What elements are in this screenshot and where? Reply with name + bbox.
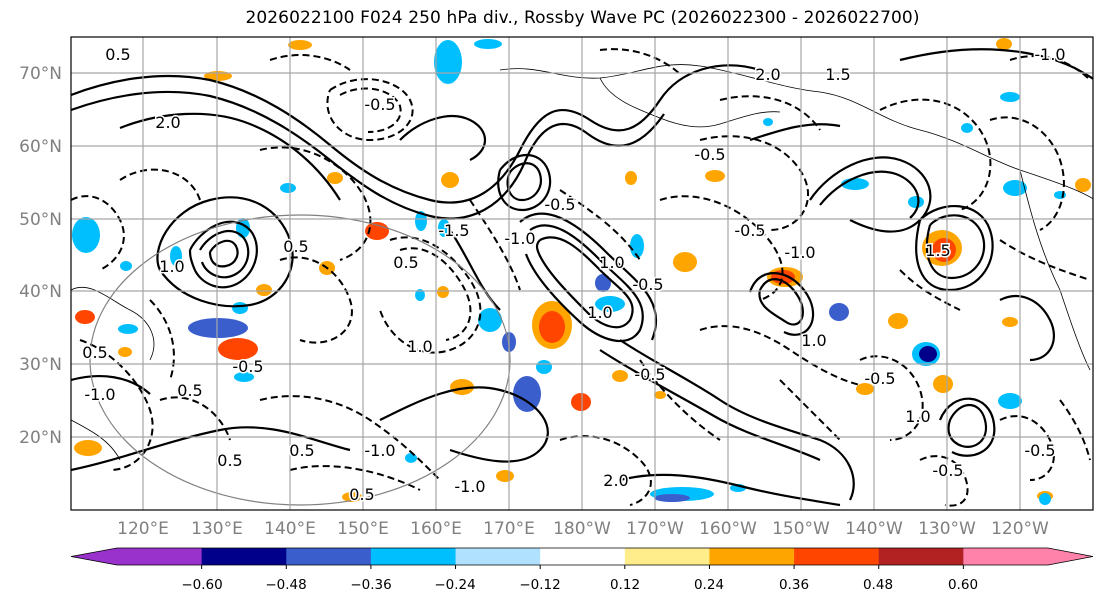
lat-label: 30°N <box>19 355 62 375</box>
contour-label: 0.5 <box>105 45 130 64</box>
divergence-shading-negative <box>72 39 1066 505</box>
contour-label: -1.0 <box>84 385 115 404</box>
contour-label: 1.5 <box>925 241 950 260</box>
lon-label: 170°E <box>483 519 535 539</box>
lon-label: 170°W <box>626 519 684 539</box>
contour-label: -0.5 <box>694 145 725 164</box>
lon-label: 120°W <box>991 519 1049 539</box>
longitude-axis: 120°E 130°E 140°E 150°E 160°E 170°E 180°… <box>117 519 1049 539</box>
reference-circle <box>89 214 511 506</box>
lat-label: 50°N <box>19 210 62 230</box>
lon-label: 160°W <box>699 519 757 539</box>
colorbar-cell <box>286 548 372 565</box>
map-title: 2026022100 F024 250 hPa div., Rossby Wav… <box>245 8 920 28</box>
contour-label: 0.5 <box>217 451 242 470</box>
contour-label: -1.0 <box>784 243 815 262</box>
contour-label: 1.0 <box>407 337 432 356</box>
gridlines <box>71 37 1093 510</box>
contour-label: -1.0 <box>364 441 395 460</box>
colorbar-tick-label: 0.36 <box>779 577 809 593</box>
contour-label: -0.5 <box>544 195 575 214</box>
colorbar-tick-label: 0.48 <box>863 577 893 593</box>
contour-label: -0.5 <box>634 365 665 384</box>
lon-label: 130°W <box>918 519 976 539</box>
contours-solid <box>71 48 1093 507</box>
colorbar-cell <box>370 548 457 565</box>
colorbar-cell <box>455 548 541 565</box>
contour-label: -0.5 <box>864 369 895 388</box>
colorbar-cell <box>963 548 1049 565</box>
contour-label: 0.5 <box>289 441 314 460</box>
lon-label: 130°E <box>191 519 243 539</box>
colorbar-tick-label: 0.60 <box>948 577 978 593</box>
contour-label: -0.5 <box>632 275 663 294</box>
colorbar-tick-label: −0.36 <box>350 577 391 593</box>
colorbar-tick-label: 0.12 <box>610 577 640 593</box>
colorbar-tick-label: −0.60 <box>181 577 222 593</box>
colorbar-cells <box>70 547 1094 569</box>
contour-label: 0.5 <box>349 485 374 504</box>
colorbar-cell <box>794 548 880 565</box>
contour-label: 1.0 <box>801 331 826 350</box>
lat-label: 70°N <box>19 64 62 84</box>
lat-label: 40°N <box>19 282 62 302</box>
colorbar-cell <box>624 548 710 565</box>
contour-label: -1.0 <box>1034 45 1065 64</box>
colorbar-cell <box>201 548 287 565</box>
contour-label: -0.5 <box>232 357 263 376</box>
lon-label: 180°W <box>553 519 611 539</box>
contour-label: 1.0 <box>599 253 624 272</box>
lon-label: 160°E <box>410 519 462 539</box>
lon-label: 120°E <box>117 519 169 539</box>
latitude-axis: 70°N 60°N 50°N 40°N 30°N 20°N <box>19 64 62 448</box>
contour-label: -0.5 <box>734 221 765 240</box>
lat-label: 60°N <box>19 137 62 157</box>
colorbar-cell <box>540 548 626 565</box>
contour-label: 1.0 <box>905 407 930 426</box>
colorbar-tick-label: −0.24 <box>434 577 475 593</box>
colorbar-cell <box>709 548 795 565</box>
colorbar-outline <box>70 547 1094 566</box>
lon-label: 150°E <box>337 519 389 539</box>
contour-label: 0.5 <box>177 381 202 400</box>
colorbar-tick-label: −0.12 <box>519 577 560 593</box>
contour-label: -0.5 <box>364 95 395 114</box>
contour-label: -0.5 <box>932 461 963 480</box>
contours-dashed <box>71 48 1091 507</box>
contour-label: 1.0 <box>587 303 612 322</box>
lon-label: 150°W <box>772 519 830 539</box>
colorbar-extend-max <box>1048 548 1093 565</box>
contour-label: 1.5 <box>825 65 850 84</box>
contour-label: 2.0 <box>155 113 180 132</box>
lon-label: 140°E <box>264 519 316 539</box>
contour-label: -1.5 <box>438 221 469 240</box>
contour-label: -1.0 <box>454 477 485 496</box>
colorbar-cell <box>878 548 964 565</box>
lat-label: 20°N <box>19 428 62 448</box>
contour-label: 1.0 <box>159 257 184 276</box>
contour-label: -0.5 <box>1024 441 1055 460</box>
map-frame <box>70 36 1094 511</box>
colorbar-tick-label: 0.24 <box>694 577 724 593</box>
contour-label: 2.0 <box>755 65 780 84</box>
colorbar-tick-label: −0.48 <box>265 577 306 593</box>
contour-labels: 0.5 -0.5 2.0 -1.0 1.0 0.5 -1.5 -0.5 1.0 -0.5 -0.5 0… <box>81 44 1067 506</box>
lon-label: 140°W <box>845 519 903 539</box>
colorbar: −0.60 −0.48 −0.36 −0.24 −0.12 0.12 0.24 … <box>70 547 1094 593</box>
contour-label: 0.5 <box>393 253 418 272</box>
contour-label: 0.5 <box>82 343 107 362</box>
colorbar-extend-min <box>71 548 117 565</box>
colorbar-tick-labels: −0.60 −0.48 −0.36 −0.24 −0.12 0.12 0.24 … <box>181 577 978 593</box>
colorbar-cell <box>117 548 203 565</box>
contour-label: 0.5 <box>283 237 308 256</box>
contour-label: -1.0 <box>504 229 535 248</box>
contour-label: 2.0 <box>603 471 628 490</box>
